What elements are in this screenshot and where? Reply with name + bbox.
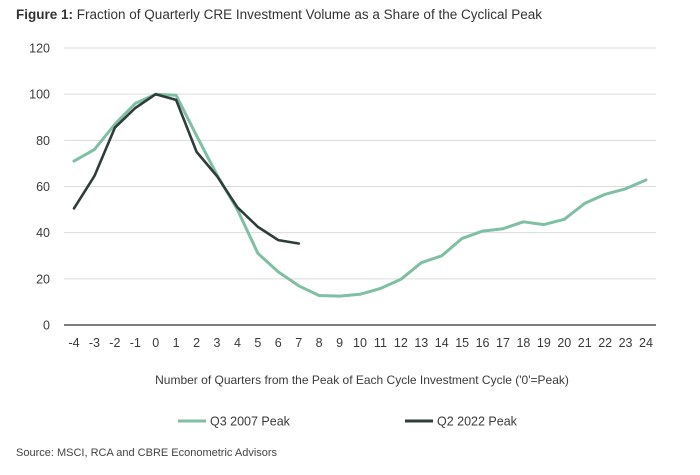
x-tick-label: -2 xyxy=(109,336,120,350)
x-axis-ticks: -4 -3 -2 -1 0 1 2 3 4 5 6 7 8 9 10 11 12 13 14 15 16 17 18 19 20… xyxy=(68,336,653,350)
series-lines xyxy=(72,92,648,298)
x-tick-label: 5 xyxy=(254,336,261,350)
series-line-2 xyxy=(72,92,301,245)
y-tick-label: 0 xyxy=(43,319,50,333)
x-tick-label: 19 xyxy=(537,336,551,350)
x-tick-label: 11 xyxy=(374,336,387,350)
x-tick-label: 18 xyxy=(516,336,530,350)
x-tick-label: 20 xyxy=(557,336,571,350)
y-tick-label: 60 xyxy=(36,180,50,194)
figure-label: Figure 1: xyxy=(16,7,74,22)
x-tick-label: 1 xyxy=(173,336,180,350)
x-tick-label: 12 xyxy=(394,336,408,350)
x-tick-label: -4 xyxy=(68,336,79,350)
x-tick-label: 8 xyxy=(316,336,323,350)
x-tick-label: 3 xyxy=(214,336,221,350)
x-tick-label: -1 xyxy=(130,336,141,350)
x-tick-label: 23 xyxy=(619,336,633,350)
x-tick-label: 15 xyxy=(455,336,469,350)
legend-label: Q2 2022 Peak xyxy=(437,415,518,429)
source-note: Source: MSCI, RCA and CBRE Econometric A… xyxy=(16,447,278,459)
y-tick-label: 100 xyxy=(29,88,50,102)
x-tick-label: 10 xyxy=(353,336,367,350)
x-tick-label: 22 xyxy=(598,336,612,350)
x-tick-label: 4 xyxy=(234,336,241,350)
x-tick-label: 7 xyxy=(295,336,302,350)
x-tick-label: 6 xyxy=(275,336,282,350)
series-line-1 xyxy=(72,92,648,298)
x-tick-label: 9 xyxy=(336,336,343,350)
figure-title: Figure 1: Fraction of Quarterly CRE Inve… xyxy=(16,7,542,22)
x-tick-label: 21 xyxy=(578,336,592,350)
x-axis-label: Number of Quarters from the Peak of Each… xyxy=(155,373,569,387)
x-tick-label: 17 xyxy=(496,336,510,350)
x-tick-label: 0 xyxy=(152,336,159,350)
y-tick-label: 120 xyxy=(29,42,50,56)
y-tick-label: 80 xyxy=(36,134,50,148)
gridlines xyxy=(64,47,656,326)
x-tick-label: 14 xyxy=(435,336,449,350)
x-tick-label: 2 xyxy=(193,336,200,350)
x-tick-label: 24 xyxy=(639,336,653,350)
x-tick-label: 13 xyxy=(414,336,428,350)
x-tick-label: 16 xyxy=(476,336,490,350)
y-axis-ticks: 0 20 40 60 80 100 120 xyxy=(29,42,50,333)
figure-title-text: Fraction of Quarterly CRE Investment Vol… xyxy=(76,7,542,22)
legend-label: Q3 2007 Peak xyxy=(210,415,291,429)
legend: Q3 2007 Peak Q2 2022 Peak xyxy=(178,415,518,429)
y-tick-label: 40 xyxy=(36,226,50,240)
y-tick-label: 20 xyxy=(36,272,50,286)
x-tick-label: -3 xyxy=(89,336,100,350)
